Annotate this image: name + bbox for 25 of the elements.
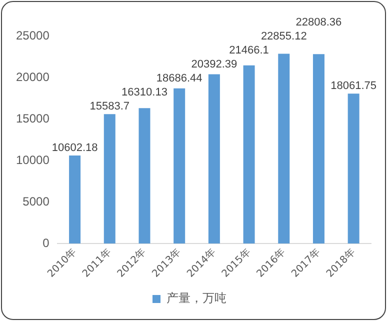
legend-label: 产量，万吨 <box>166 291 226 306</box>
y-tick-label: 15000 <box>16 111 50 126</box>
y-tick-label: 0 <box>42 236 50 250</box>
data-label: 16310.13 <box>122 86 168 99</box>
bar <box>138 108 150 244</box>
bar <box>312 54 324 244</box>
data-label: 15583.7 <box>90 100 130 113</box>
y-tick-label: 25000 <box>16 28 50 42</box>
data-label: 20392.39 <box>191 58 238 71</box>
data-label: 18061.75 <box>330 80 377 92</box>
data-label: 10602.18 <box>52 142 98 154</box>
bar <box>69 155 81 244</box>
data-label: 21466.1 <box>229 44 269 57</box>
bar <box>174 88 186 244</box>
bar <box>104 114 116 244</box>
bar <box>243 65 255 244</box>
y-tick-label: 5000 <box>22 194 50 208</box>
bar <box>348 94 360 244</box>
data-label: 22855.12 <box>260 30 307 43</box>
data-label: 22808.36 <box>296 16 342 29</box>
y-tick-label: 10000 <box>16 152 50 167</box>
y-tick-label: 20000 <box>16 70 50 84</box>
bar <box>208 74 220 244</box>
bar <box>278 54 290 244</box>
data-label: 18686.44 <box>156 72 202 85</box>
